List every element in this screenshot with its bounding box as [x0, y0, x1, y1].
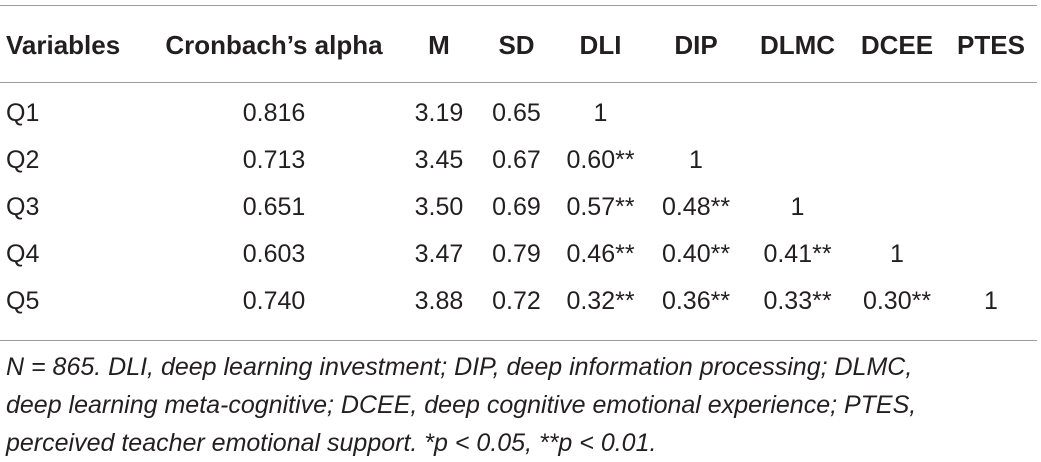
- header-m: M: [428, 29, 450, 60]
- cell-dcee: [849, 82, 945, 137]
- footnote-line: N = 865. DLI, deep learning investment; …: [6, 353, 913, 381]
- cell-sd: 0.65: [492, 99, 541, 127]
- cell-m: 3.50: [414, 193, 464, 221]
- table-row: Q1 0.816 3.19 0.65 1: [0, 82, 1037, 137]
- header-variables: Variables: [6, 29, 121, 60]
- cell-ptes: [945, 82, 1037, 137]
- cell-variable: Q3: [6, 193, 40, 221]
- table-row: Q4 0.603 3.47 0.79 0.46** 0.40** 0.41** …: [0, 231, 1037, 278]
- cell-dcee: 1: [890, 240, 904, 268]
- table-row: Q3 0.651 3.50 0.69 0.57** 0.48** 1: [0, 184, 1037, 231]
- table-row: Q2 0.713 3.45 0.67 0.60** 1: [0, 137, 1037, 184]
- cell-sd: 0.72: [492, 287, 541, 315]
- header-dcee: DCEE: [860, 29, 934, 60]
- cell-dlmc: [746, 137, 849, 184]
- cell-ptes: [945, 137, 1037, 184]
- header-rule: [0, 82, 1037, 83]
- table-row: Q5 0.740 3.88 0.72 0.32** 0.36** 0.33** …: [0, 278, 1037, 325]
- header-row: Variables Cronbach’s alpha M SD DLI DIP …: [0, 8, 1037, 82]
- bottom-rule: [0, 340, 1037, 341]
- cell-dcee: 0.30**: [862, 287, 932, 315]
- cell-dip: 0.36**: [661, 287, 731, 315]
- cell-ptes: [945, 231, 1037, 278]
- header-dlmc: DLMC: [759, 29, 836, 60]
- cell-dli: 0.57**: [566, 193, 635, 221]
- header-ptes: PTES: [957, 29, 1025, 60]
- header-dip: DIP: [674, 29, 718, 60]
- cell-dli: 0.46**: [566, 240, 635, 268]
- cell-alpha: 0.816: [242, 99, 306, 127]
- table-footnote: N = 865. DLI, deep learning investment; …: [6, 348, 1036, 462]
- cell-alpha: 0.603: [242, 240, 306, 268]
- cell-sd: 0.67: [492, 146, 541, 174]
- header-sd: SD: [498, 29, 535, 60]
- cell-dip: 0.40**: [661, 240, 731, 268]
- correlation-table: Variables Cronbach’s alpha M SD DLI DIP …: [0, 8, 1037, 325]
- cell-alpha: 0.740: [242, 287, 306, 315]
- footnote-line: deep learning meta-cognitive; DCEE, deep…: [6, 391, 917, 419]
- cell-alpha: 0.651: [242, 193, 306, 221]
- cell-variable: Q4: [6, 240, 40, 268]
- cell-sd: 0.69: [492, 193, 541, 221]
- cell-dlmc: 1: [790, 193, 805, 221]
- cell-m: 3.88: [414, 287, 464, 315]
- cell-dlmc: 0.41**: [763, 240, 832, 268]
- cell-variable: Q5: [6, 287, 40, 315]
- header-cronbach-alpha: Cronbach’s alpha: [165, 29, 383, 60]
- cell-ptes: 1: [984, 287, 998, 315]
- cell-dli: 0.60**: [566, 146, 635, 174]
- cell-m: 3.47: [414, 240, 464, 268]
- cell-dcee: [849, 137, 945, 184]
- cell-m: 3.45: [414, 146, 464, 174]
- cell-variable: Q2: [6, 146, 40, 174]
- cell-alpha: 0.713: [242, 146, 306, 174]
- top-rule: [0, 5, 1037, 6]
- header-dli: DLI: [579, 29, 622, 60]
- cell-ptes: [945, 184, 1037, 231]
- cell-dcee: [849, 184, 945, 231]
- footnote-line: perceived teacher emotional support. *p …: [6, 429, 657, 457]
- cell-dip: 0.48**: [661, 193, 731, 221]
- cell-m: 3.19: [414, 99, 464, 127]
- cell-dli: 0.32**: [566, 287, 635, 315]
- cell-dip: 1: [689, 146, 703, 174]
- cell-sd: 0.79: [492, 240, 541, 268]
- cell-dli: 1: [593, 99, 608, 127]
- cell-variable: Q1: [6, 99, 40, 127]
- cell-dlmc: [746, 82, 849, 137]
- cell-dip: [646, 82, 746, 137]
- cell-dlmc: 0.33**: [763, 287, 832, 315]
